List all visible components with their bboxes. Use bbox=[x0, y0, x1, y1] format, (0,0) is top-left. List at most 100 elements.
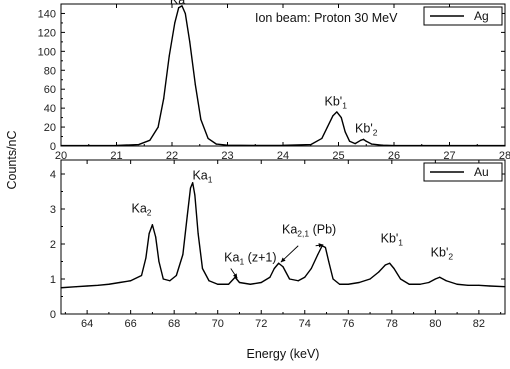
x-tick-label: 64 bbox=[81, 318, 93, 330]
peak-label: Kb'2 bbox=[355, 122, 378, 138]
data-point bbox=[145, 257, 147, 259]
data-point bbox=[310, 267, 312, 270]
data-point bbox=[349, 140, 351, 142]
y-tick-label: 100 bbox=[38, 46, 56, 58]
data-point bbox=[273, 267, 275, 270]
data-point bbox=[119, 281, 121, 284]
data-point bbox=[489, 285, 491, 287]
data-point bbox=[408, 283, 410, 285]
data-point bbox=[194, 194, 196, 196]
data-point bbox=[86, 285, 88, 287]
data-point bbox=[369, 278, 371, 280]
data-point bbox=[238, 281, 241, 284]
data-point bbox=[155, 236, 157, 238]
x-tick-label: 25 bbox=[332, 150, 344, 162]
x-tick-label: 68 bbox=[168, 318, 180, 330]
x-tick-label: 24 bbox=[277, 150, 289, 162]
data-point bbox=[162, 278, 164, 280]
plot-frame bbox=[60, 159, 506, 315]
peak-label: Ka bbox=[170, 0, 185, 7]
data-point bbox=[456, 283, 458, 285]
bottom-panel-au: 64 66 68 70 72 74 76 78 80 82 0 1 2 3 4 Au Ka2 Ka1 Ka1 (z+… bbox=[50, 159, 506, 330]
x-tick-label: 76 bbox=[342, 318, 354, 330]
data-point bbox=[282, 144, 284, 146]
data-point bbox=[200, 118, 202, 121]
data-point bbox=[317, 253, 319, 256]
x-tick-label: 80 bbox=[429, 318, 441, 330]
data-point bbox=[328, 260, 330, 263]
data-point bbox=[151, 224, 154, 226]
y-tick-label: 20 bbox=[44, 122, 56, 134]
x-axis-title: Energy (keV) bbox=[247, 347, 320, 361]
data-point bbox=[326, 126, 328, 128]
y-tick-label: 0 bbox=[50, 141, 56, 153]
peak-label: Kb'2 bbox=[431, 245, 454, 261]
data-point bbox=[186, 215, 188, 217]
peak-label: Ka2,1 (Pb) bbox=[282, 223, 336, 239]
y-tick-label: 120 bbox=[38, 27, 56, 39]
data-point bbox=[360, 139, 362, 141]
data-point bbox=[439, 276, 441, 278]
data-point bbox=[201, 267, 204, 270]
x-tick-label: 28 bbox=[499, 150, 510, 162]
data-point bbox=[157, 126, 159, 128]
data-point bbox=[362, 138, 365, 140]
data-point bbox=[189, 41, 191, 43]
data-point bbox=[321, 137, 323, 140]
y-tick-label: 80 bbox=[44, 65, 56, 77]
x-tick-label: 26 bbox=[388, 150, 400, 162]
data-point bbox=[181, 5, 183, 7]
data-point bbox=[140, 274, 143, 277]
data-point bbox=[338, 283, 341, 285]
data-point bbox=[163, 98, 165, 100]
data-point bbox=[393, 267, 395, 270]
data-point bbox=[336, 111, 338, 113]
data-point bbox=[138, 143, 140, 146]
x-tick-label: 72 bbox=[255, 318, 267, 330]
y-tick-label: 3 bbox=[50, 204, 56, 216]
data-point bbox=[504, 145, 506, 147]
y-tick-label: 4 bbox=[50, 169, 56, 181]
data-point bbox=[282, 266, 284, 268]
series-line-ag bbox=[61, 5, 505, 147]
data-point bbox=[130, 280, 132, 282]
peak-label: Ka2 bbox=[132, 202, 152, 218]
arrow-head bbox=[280, 257, 286, 263]
y-tick-label: 60 bbox=[44, 84, 56, 96]
data-point bbox=[434, 278, 436, 280]
data-point bbox=[194, 83, 196, 86]
x-tick-label: 78 bbox=[386, 318, 398, 330]
peak-label: Kb'1 bbox=[325, 94, 348, 110]
data-point bbox=[384, 264, 386, 266]
data-point bbox=[347, 283, 349, 285]
x-tick-label: 66 bbox=[125, 318, 137, 330]
data-point bbox=[504, 286, 506, 288]
data-point bbox=[182, 253, 184, 256]
y-axis-title: Counts/nC bbox=[5, 130, 19, 189]
data-point bbox=[115, 144, 118, 147]
y-tick-label: 40 bbox=[44, 103, 56, 115]
data-point bbox=[227, 283, 230, 285]
data-point bbox=[344, 131, 346, 133]
data-point bbox=[189, 187, 192, 189]
data-point bbox=[332, 115, 334, 117]
data-point bbox=[174, 22, 176, 24]
x-tick-label: 82 bbox=[473, 318, 485, 330]
x-tick-label: 27 bbox=[443, 150, 455, 162]
data-point bbox=[310, 143, 312, 146]
data-point bbox=[254, 144, 256, 147]
data-point bbox=[158, 260, 160, 263]
data-point bbox=[340, 117, 342, 119]
data-point bbox=[354, 143, 356, 145]
data-point bbox=[178, 7, 180, 9]
data-point bbox=[389, 262, 391, 264]
data-point bbox=[358, 281, 360, 284]
beam-annotation: Ion beam: Proton 30 MeV bbox=[255, 11, 398, 25]
x-tick-label: 74 bbox=[299, 318, 311, 330]
data-point bbox=[148, 232, 150, 235]
peak-label: Ka1 bbox=[192, 168, 212, 184]
data-point bbox=[332, 278, 334, 280]
data-point bbox=[260, 281, 262, 284]
